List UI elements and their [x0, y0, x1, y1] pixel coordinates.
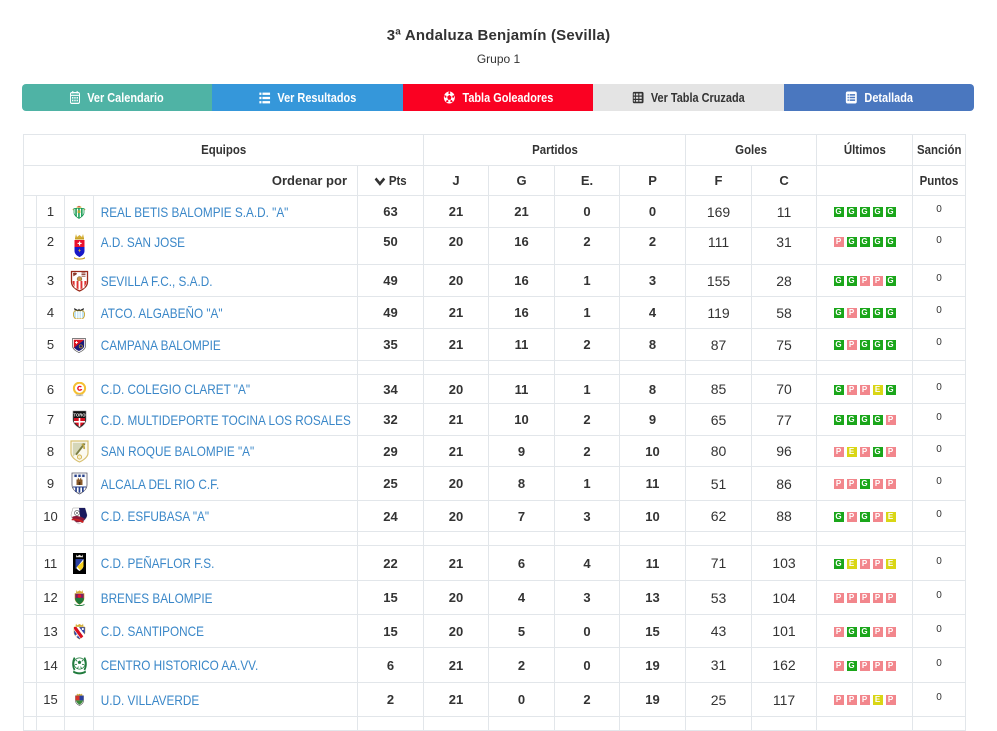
svg-text:CLARET: CLARET — [76, 393, 83, 396]
svg-text:TORO: TORO — [73, 412, 86, 417]
